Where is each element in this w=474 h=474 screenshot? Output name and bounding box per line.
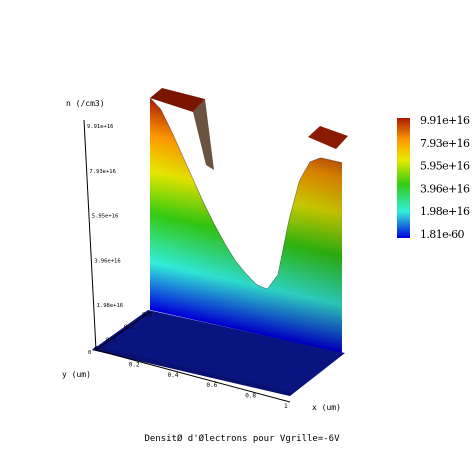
x-tick-label: 0.8 [245,393,256,400]
x-tick-label: 0.2 [129,361,140,368]
left-wall-side [193,99,214,170]
z-axis-label: n (/cm3) [66,99,105,108]
left-wall-top [150,88,205,112]
surface-band [150,106,342,153]
z-tick-label: 3.96e+16 [94,258,121,264]
z-tick-label: 1.98e+16 [97,303,124,309]
surface-band [150,104,342,151]
surface-band [150,101,342,149]
colorbar-labels: 9.91e+16 7.93e+16 5.95e+16 3.96e+16 1.98e+16… [420,114,471,241]
chart-caption: DensitØ d'Ølectrons pour Vgrille=-6V [144,433,340,444]
y-axis-label: y (um) [62,370,91,379]
surface-ridge-line [149,97,343,290]
y-ticks: 0 0.1 0.2 0.3 [88,312,152,356]
colorbar-label: 5.95e+16 [420,160,470,173]
z-tick-label: 9.91e+16 [87,124,114,130]
colorbar [397,118,410,238]
x-tick-label: 1 [284,403,288,410]
colorbar-label: 1.98e+16 [420,205,470,218]
x-tick-label: 0.4 [168,372,179,379]
x-axis-label: x (um) [312,403,341,412]
z-tick-label: 5.95e+16 [92,214,119,220]
z-tick-label: 7.93e+16 [89,169,116,175]
surface-shading [150,98,342,353]
surface-floor [92,310,345,396]
z-axis [83,119,97,351]
y-tick-label: 0.2 [124,325,134,331]
colorbar-label: 3.96e+16 [420,182,470,195]
x-axis [95,349,291,403]
colorbar-label: 9.91e+16 [420,114,470,127]
z-ticks: 1.98e+16 3.96e+16 5.95e+16 7.93e+16 9.91e+16 [87,124,123,309]
colorbar-label: 1.81e-60 [420,228,465,241]
right-wall-top [308,126,348,149]
surface-floor-front [92,346,290,396]
y-tick-label: 0.3 [142,312,152,318]
y-axis [95,311,151,351]
y-tick-label: 0.1 [106,337,116,343]
y-tick-label: 0 [88,350,91,356]
colorbar-label: 7.93e+16 [420,137,470,150]
x-ticks: 0.2 0.4 0.6 0.8 1 [129,361,288,410]
x-tick-label: 0.6 [206,382,217,389]
